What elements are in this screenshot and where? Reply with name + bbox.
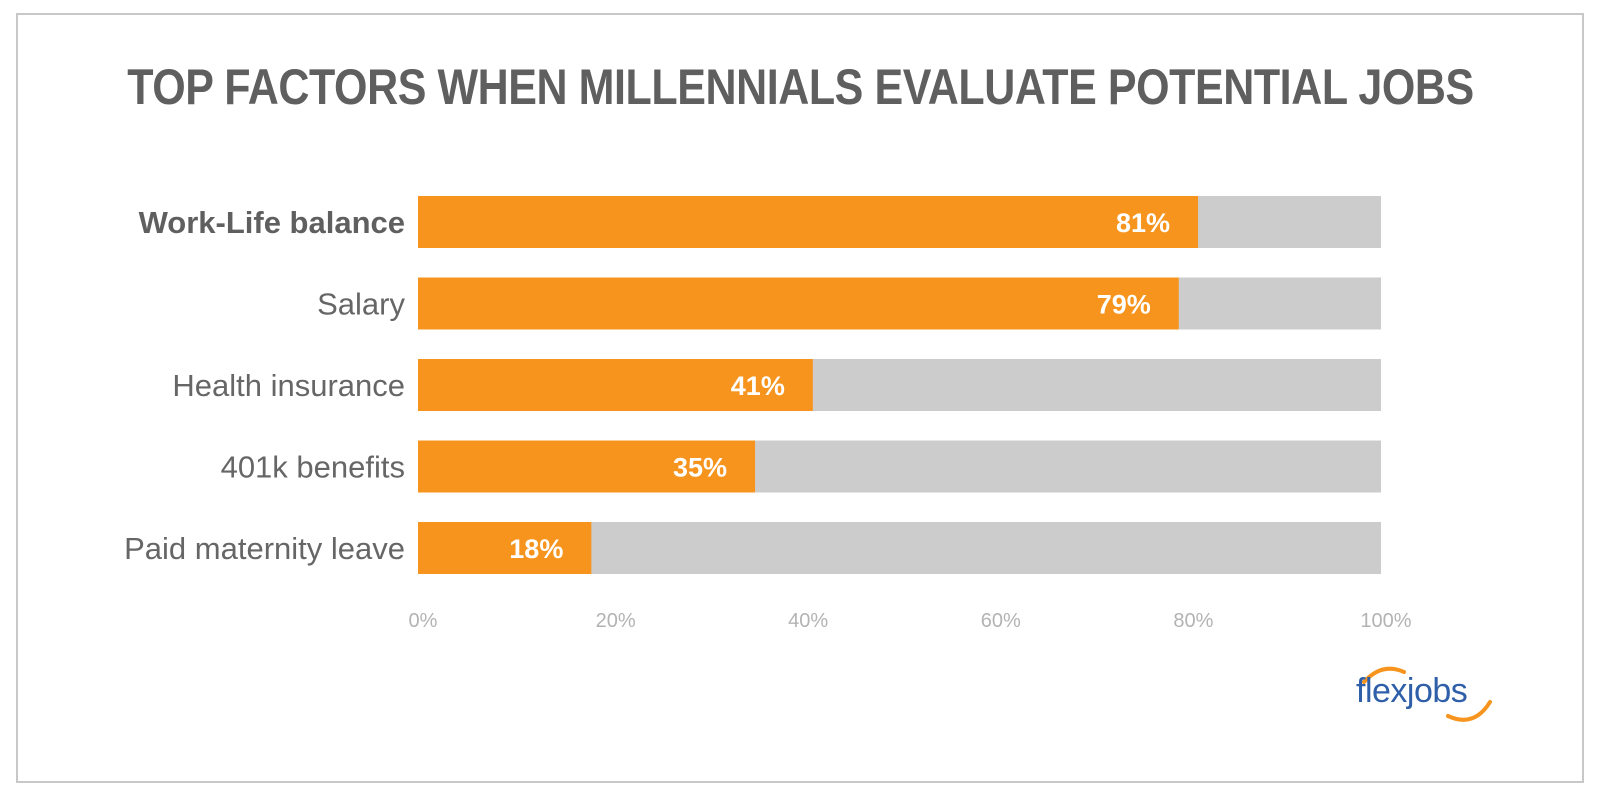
x-tick-label: 40%	[788, 610, 828, 632]
category-label: Paid maternity leave	[124, 531, 405, 566]
logo-top-swoosh	[1362, 666, 1406, 684]
bar-row: 401k benefits 35%	[221, 440, 1381, 493]
x-tick-label: 100%	[1360, 610, 1411, 632]
data-label: 35%	[673, 453, 727, 483]
chart-title: TOP FACTORS WHEN MILLENNIALS EVALUATE PO…	[127, 59, 1474, 115]
bar	[418, 359, 813, 411]
data-label: 18%	[509, 534, 563, 564]
bar-row: Health insurance 41%	[172, 359, 1381, 411]
data-label: 81%	[1116, 208, 1170, 238]
bar	[418, 196, 1199, 248]
bar	[418, 277, 1179, 330]
logo-bottom-swoosh	[1446, 700, 1492, 722]
category-label: Work-Life balance	[139, 205, 405, 240]
flexjobs-logo: flexjobs	[1356, 666, 1492, 722]
bar	[418, 440, 756, 493]
bar-row: Salary 79%	[317, 277, 1381, 330]
bar-row: Paid maternity leave 18%	[124, 522, 1381, 574]
x-tick-label: 0%	[409, 610, 438, 632]
bars-layer: Work-Life balance 81% Salary 79% Health insu…	[124, 196, 1381, 574]
data-label: 41%	[731, 371, 785, 401]
category-label: Health insurance	[172, 368, 405, 403]
logo-wordmark: flexjobs	[1356, 672, 1467, 710]
x-tick-label: 20%	[596, 610, 636, 632]
bar-row: Work-Life balance 81%	[139, 196, 1381, 248]
x-axis-ticks: 0% 20% 40% 60% 80% 100%	[409, 610, 1412, 632]
bar	[418, 522, 592, 574]
category-label: Salary	[317, 287, 405, 322]
x-tick-label: 60%	[981, 610, 1021, 632]
x-tick-label: 80%	[1173, 610, 1213, 632]
category-label: 401k benefits	[221, 450, 405, 485]
data-label: 79%	[1097, 290, 1151, 320]
